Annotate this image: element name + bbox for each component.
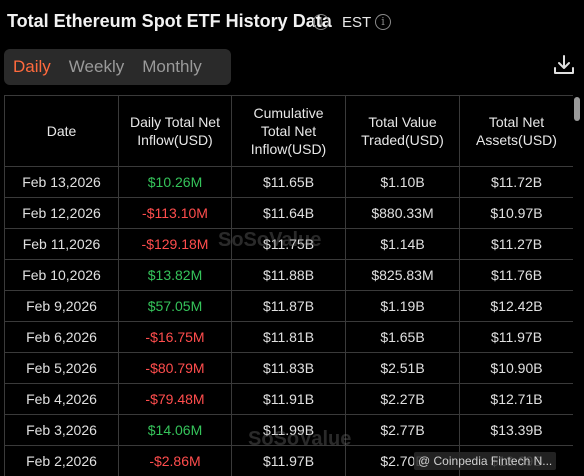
cell-date: Feb 5,2026 <box>4 352 119 384</box>
page-title: Total Ethereum Spot ETF History Data <box>7 11 332 31</box>
column-header-date[interactable]: Date <box>4 95 119 167</box>
cell-date: Feb 4,2026 <box>4 383 119 415</box>
table-row: Feb 4,2026 -$79.48M $11.91B $2.27B $12.71B <box>4 383 573 415</box>
table-scrollbar[interactable] <box>574 95 580 476</box>
tab-weekly[interactable]: Weekly <box>68 57 125 76</box>
cell-date: Feb 3,2026 <box>4 414 119 446</box>
cell-total-value-traded: $1.19B <box>345 290 460 322</box>
cell-total-value-traded: $1.65B <box>345 321 460 353</box>
period-tabs: Daily Weekly Monthly <box>4 49 231 85</box>
cell-date: Feb 13,2026 <box>4 166 119 198</box>
cell-total-value-traded: $880.33M <box>345 197 460 229</box>
cell-date: Feb 10,2026 <box>4 259 119 291</box>
cell-total-net-assets: $10.90B <box>459 352 573 384</box>
scrollbar-thumb[interactable] <box>574 97 580 121</box>
tab-monthly[interactable]: Monthly <box>142 57 202 76</box>
etf-history-table-container: Date Daily Total Net Inflow(USD) Cumulat… <box>4 95 573 476</box>
cell-daily-inflow: -$2.86M <box>118 445 232 476</box>
cell-total-net-assets: $12.71B <box>459 383 573 415</box>
cell-daily-inflow: $13.82M <box>118 259 232 291</box>
cell-daily-inflow: -$16.75M <box>118 321 232 353</box>
column-header-cumulative-inflow[interactable]: Cumulative Total Net Inflow(USD) <box>231 95 346 167</box>
table-body: Feb 13,2026 $10.26M $11.65B $1.10B $11.72B Fe… <box>4 166 573 476</box>
table-row: Feb 12,2026 -$113.10M $11.64B $880.33M $10.9… <box>4 197 573 229</box>
cell-total-net-assets: $10.97B <box>459 197 573 229</box>
cell-cumulative-inflow: $11.81B <box>231 321 346 353</box>
cell-daily-inflow: $10.26M <box>118 166 232 198</box>
timezone-info-icon[interactable]: i <box>375 14 391 30</box>
table-row: Feb 5,2026 -$80.79M $11.83B $2.51B $10.90B <box>4 352 573 384</box>
cell-daily-inflow: $57.05M <box>118 290 232 322</box>
cell-cumulative-inflow: $11.88B <box>231 259 346 291</box>
cell-date: Feb 9,2026 <box>4 290 119 322</box>
cell-total-value-traded: $2.27B <box>345 383 460 415</box>
page-header: Total Ethereum Spot ETF History Data i E… <box>0 0 584 46</box>
cell-cumulative-inflow: $11.64B <box>231 197 346 229</box>
cell-cumulative-inflow: $11.75B <box>231 228 346 260</box>
table-row: Feb 6,2026 -$16.75M $11.81B $1.65B $11.97B <box>4 321 573 353</box>
cell-daily-inflow: -$129.18M <box>118 228 232 260</box>
column-header-total-net-assets[interactable]: Total Net Assets(USD) <box>459 95 573 167</box>
tab-daily[interactable]: Daily <box>13 57 51 76</box>
cell-daily-inflow: $14.06M <box>118 414 232 446</box>
cell-total-net-assets: $12.42B <box>459 290 573 322</box>
cell-total-net-assets: $11.76B <box>459 259 573 291</box>
cell-cumulative-inflow: $11.83B <box>231 352 346 384</box>
cell-daily-inflow: -$79.48M <box>118 383 232 415</box>
cell-daily-inflow: -$80.79M <box>118 352 232 384</box>
cell-cumulative-inflow: $11.91B <box>231 383 346 415</box>
cell-total-value-traded: $2.77B <box>345 414 460 446</box>
cell-total-value-traded: $1.10B <box>345 166 460 198</box>
table-row: Feb 11,2026 -$129.18M $11.75B $1.14B $11.27B <box>4 228 573 260</box>
table-header-row: Date Daily Total Net Inflow(USD) Cumulat… <box>4 95 573 167</box>
cell-total-net-assets: $11.72B <box>459 166 573 198</box>
cell-cumulative-inflow: $11.99B <box>231 414 346 446</box>
cell-daily-inflow: -$113.10M <box>118 197 232 229</box>
table-row: Feb 13,2026 $10.26M $11.65B $1.10B $11.72B <box>4 166 573 198</box>
etf-history-table: Date Daily Total Net Inflow(USD) Cumulat… <box>4 95 573 476</box>
download-icon[interactable] <box>552 53 576 77</box>
table-row: Feb 9,2026 $57.05M $11.87B $1.19B $12.42B <box>4 290 573 322</box>
cell-cumulative-inflow: $11.97B <box>231 445 346 476</box>
table-row: Feb 3,2026 $14.06M $11.99B $2.77B $13.39B <box>4 414 573 446</box>
cell-cumulative-inflow: $11.87B <box>231 290 346 322</box>
column-header-total-value-traded[interactable]: Total Value Traded(USD) <box>345 95 460 167</box>
cell-total-value-traded: $1.14B <box>345 228 460 260</box>
cell-total-net-assets: $11.97B <box>459 321 573 353</box>
cell-total-net-assets: $13.39B <box>459 414 573 446</box>
source-badge: @ Coinpedia Fintech N... <box>414 452 557 470</box>
cell-total-value-traded: $2.51B <box>345 352 460 384</box>
cell-date: Feb 11,2026 <box>4 228 119 260</box>
info-icon[interactable]: i <box>313 14 329 30</box>
cell-date: Feb 2,2026 <box>4 445 119 476</box>
table-row: Feb 10,2026 $13.82M $11.88B $825.83M $11.76B <box>4 259 573 291</box>
cell-date: Feb 6,2026 <box>4 321 119 353</box>
cell-total-net-assets: $11.27B <box>459 228 573 260</box>
column-header-daily-inflow[interactable]: Daily Total Net Inflow(USD) <box>118 95 232 167</box>
cell-total-value-traded: $825.83M <box>345 259 460 291</box>
timezone-label[interactable]: EST <box>342 14 372 31</box>
cell-date: Feb 12,2026 <box>4 197 119 229</box>
cell-cumulative-inflow: $11.65B <box>231 166 346 198</box>
